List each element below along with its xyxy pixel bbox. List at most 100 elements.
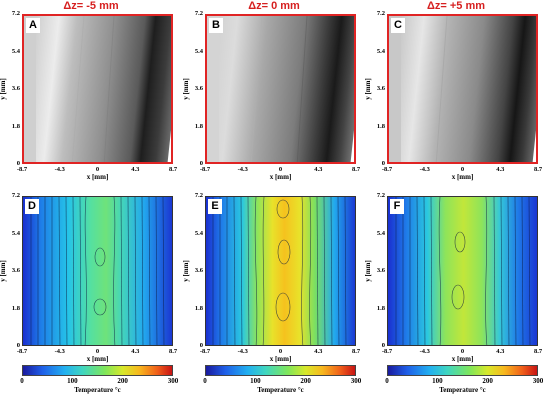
y-tick-label: 7.2 [376,10,385,17]
colorbar-tick-label: 300 [350,377,362,385]
x-tick-label: -8.7 [381,166,393,173]
y-tick-label: 1.8 [376,122,385,130]
image-panel-b: B [205,14,356,164]
x-tick-label: 4.3 [131,348,140,355]
y-axis-label: y [mm] [363,260,372,282]
y-tick-label: 7.2 [11,10,20,17]
x-axis-label: x [mm] [269,173,292,181]
x-tick-label: -4.3 [419,348,430,355]
y-tick-label: 5.4 [194,229,203,237]
colorbar-tick-label: 200 [482,377,493,385]
colorbar-tick-label: 100 [250,377,261,385]
image-panel-a: A [22,14,173,164]
y-tick-label: 7.2 [194,192,203,199]
temperature-map-d: D [22,196,173,346]
x-tick-label: -4.3 [54,348,65,355]
x-tick-label: -8.7 [199,166,211,173]
y-tick-label: 3.6 [376,267,385,274]
panel-label-b: B [209,18,223,33]
grayscale-image-c [389,16,536,162]
x-tick-label: -8.7 [16,348,28,355]
y-tick-label: 1.8 [376,304,385,312]
colorbar-tick-label: 100 [432,377,443,385]
colorbar-tick-label: 0 [385,377,389,385]
y-tick-label: 1.8 [194,304,203,312]
x-tick-label: 8.7 [351,166,361,173]
x-axis-label: x [mm] [86,173,109,181]
x-tick-label: 0 [460,166,465,173]
grayscale-image-b [207,16,354,162]
y-tick-label: 1.8 [11,304,20,312]
y-tick-label: 5.4 [376,229,385,237]
x-tick-label: -8.7 [381,348,393,355]
panel-label-a: A [26,18,40,33]
x-tick-label: 0 [95,348,100,355]
y-tick-label: 1.8 [11,122,20,130]
y-tick-label: 3.6 [11,85,20,92]
colorbar-tick-label: 100 [67,377,78,385]
y-axis-label: y [mm] [181,260,190,282]
y-axis-label: y [mm] [0,260,7,282]
x-tick-label: 4.3 [131,166,140,173]
contour-map-f [388,197,537,345]
x-tick-label: 8.7 [533,348,543,355]
y-tick-label: 0 [16,160,20,167]
y-tick-label: 7.2 [194,10,203,17]
y-tick-label: 0 [16,342,20,349]
y-tick-label: 5.4 [11,47,20,55]
x-axis-label: x [mm] [86,355,109,363]
grayscale-image-a [24,16,171,162]
panel-label-d: D [25,199,39,214]
colorbar-title: Temperature °c [74,386,121,394]
panel-label-c: C [391,18,405,33]
x-tick-label: -4.3 [237,348,248,355]
y-tick-label: 0 [381,160,385,167]
contour-map-d [23,197,172,345]
x-tick-label: 4.3 [314,348,323,355]
y-tick-label: 3.6 [376,85,385,92]
y-tick-label: 3.6 [194,85,203,92]
colorbar-title: Temperature °c [439,386,486,394]
y-axis-label: y [mm] [181,78,190,100]
y-tick-label: 5.4 [194,47,203,55]
x-tick-label: 4.3 [496,348,505,355]
image-panel-c: C [387,14,538,164]
colorbar-tick-label: 200 [117,377,128,385]
y-tick-label: 3.6 [194,267,203,274]
colorbar-tick-label: 0 [20,377,24,385]
y-tick-label: 5.4 [376,47,385,55]
y-axis-label: y [mm] [363,78,372,100]
colorbar [22,365,173,376]
x-tick-label: 0 [278,166,283,173]
y-tick-label: 0 [199,160,203,167]
x-tick-label: -8.7 [199,348,211,355]
x-axis-label: x [mm] [451,355,474,363]
colorbar-tick-label: 0 [203,377,207,385]
x-axis-label: x [mm] [269,355,292,363]
y-tick-label: 7.2 [376,192,385,199]
x-tick-label: -4.3 [419,166,430,173]
y-axis-label: y [mm] [0,78,7,100]
colorbar-tick-label: 300 [532,377,544,385]
x-tick-label: 0 [278,348,283,355]
y-tick-label: 3.6 [11,267,20,274]
title-b: Δz= 0 mm [248,0,300,12]
x-tick-label: 0 [95,166,100,173]
title-a: Δz= -5 mm [63,0,119,12]
colorbar [205,365,356,376]
y-tick-label: 5.4 [11,229,20,237]
x-tick-label: 8.7 [351,348,361,355]
contour-map-e [206,197,355,345]
temperature-map-f: F [387,196,538,346]
temperature-map-e: E [205,196,356,346]
x-tick-label: -8.7 [16,166,28,173]
x-tick-label: 8.7 [168,348,178,355]
x-tick-label: 8.7 [168,166,178,173]
x-tick-label: -4.3 [54,166,65,173]
panel-label-e: E [208,199,222,214]
y-tick-label: 0 [199,342,203,349]
colorbar-tick-label: 200 [300,377,311,385]
colorbar [387,365,538,376]
colorbar-tick-label: 300 [167,377,179,385]
x-axis-label: x [mm] [451,173,474,181]
